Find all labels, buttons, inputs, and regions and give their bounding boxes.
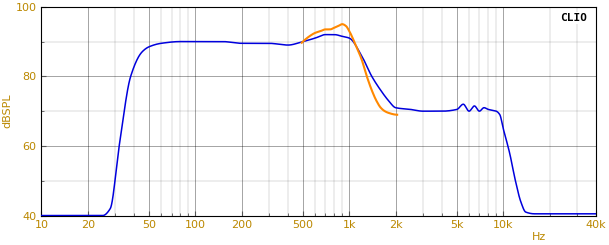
Text: CLIO: CLIO (561, 13, 588, 23)
Text: Hz: Hz (532, 232, 546, 242)
Y-axis label: dBSPL: dBSPL (3, 94, 13, 128)
